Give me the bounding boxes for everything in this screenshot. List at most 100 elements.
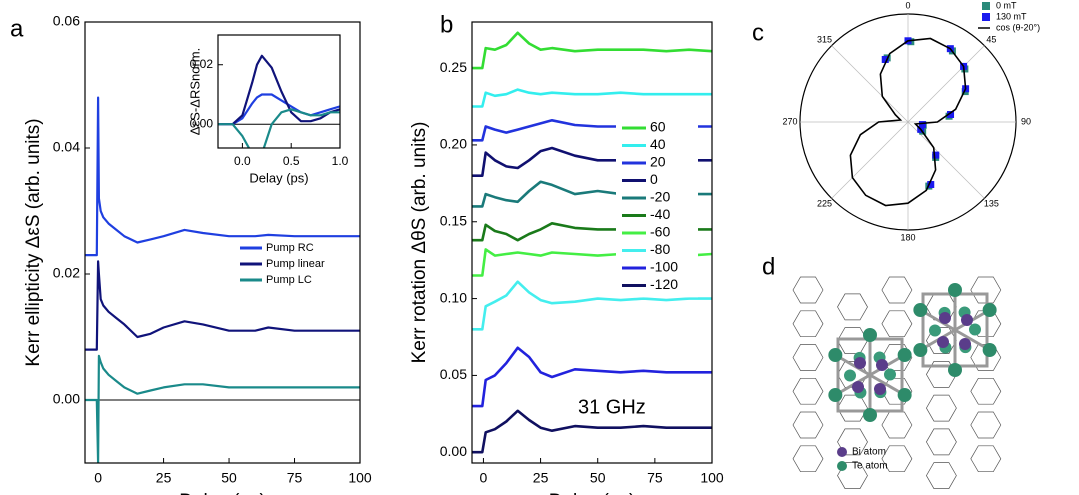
bi-atom [939, 312, 951, 324]
legend-label: Pump RC [266, 242, 314, 254]
te-atom [897, 388, 912, 402]
fit-curve [849, 37, 967, 207]
angle-label: 225 [817, 198, 832, 208]
hex-cell [970, 377, 1002, 405]
legend-label: 0 mT [996, 0, 1017, 10]
legend-label: -20 [650, 189, 670, 205]
x-axis-label: Delay (ps) [549, 491, 636, 495]
series-line [85, 96, 360, 257]
te-atom [982, 303, 997, 317]
x-tick-label: 0 [94, 470, 102, 486]
angle-label: 135 [984, 198, 999, 208]
hex-cell [792, 377, 824, 405]
te-atom [982, 343, 997, 357]
y-axis-label: ΔεS-ΔRSnorm. [187, 48, 202, 135]
y-tick-label: 0.25 [440, 59, 467, 75]
hex-cell [925, 361, 957, 388]
hex-cell [925, 428, 957, 456]
te-atom [968, 323, 981, 336]
y-tick-label: 0.06 [53, 13, 80, 29]
angle-grid-line [907, 121, 985, 199]
series-line [472, 409, 712, 454]
legend-label: Bi atom [852, 447, 886, 458]
series-line [472, 280, 712, 331]
annotation: 31 GHz [578, 396, 646, 418]
y-axis-label: Kerr rotation ΔθS (arb. units) [409, 122, 430, 364]
y-tick-label: 0.15 [440, 212, 467, 228]
x-tick-label: 100 [348, 470, 372, 486]
data-point [918, 121, 926, 129]
hex-cell [881, 276, 913, 304]
x-tick-label: 25 [533, 470, 549, 486]
legend-swatch [837, 461, 847, 471]
x-tick-label: 0 [480, 470, 488, 486]
legend-label: 60 [650, 119, 666, 135]
hex-cell [837, 428, 868, 456]
hex-cell [792, 445, 824, 473]
legend-label: -100 [650, 259, 678, 275]
hex-cell [792, 411, 824, 439]
angle-label: 45 [986, 34, 996, 44]
legend-label: 40 [650, 136, 666, 152]
data-point [881, 55, 889, 63]
te-atom [863, 328, 877, 342]
plot: 0 25 50 75 100 0.00 0.05 0.10 0.15 0.20 0.25 Delay … [409, 21, 724, 495]
te-atom [844, 369, 857, 382]
angle-label: 0 [905, 0, 910, 10]
te-atom [828, 388, 843, 402]
hex-cell [881, 411, 913, 439]
data-point [927, 181, 935, 189]
hex-cell [925, 462, 957, 489]
hex-cell [792, 310, 824, 338]
x-tick-label: 50 [590, 470, 606, 486]
panel-letter: c [752, 19, 764, 46]
x-tick-label: 100 [700, 470, 724, 486]
y-tick-label: 0.20 [440, 136, 467, 152]
angle-grid-line [831, 45, 909, 123]
bi-atom [959, 338, 971, 350]
legend-label: Pump LC [266, 274, 312, 286]
panel-letter: d [762, 253, 775, 280]
hex-cell [970, 445, 1002, 473]
data-point [947, 110, 955, 118]
hex-cell [837, 327, 868, 354]
bi-atom [961, 314, 973, 326]
plot: 0 25 50 75 100 0.00 0.02 0.04 0.06 Delay (ps) Kerr… [23, 13, 372, 495]
te-atom [913, 303, 928, 317]
hex-cell [925, 394, 957, 422]
series-line [472, 88, 712, 108]
te-atom [863, 408, 877, 422]
te-atom [948, 283, 962, 297]
lattice [792, 276, 1002, 489]
legend-swatch [982, 13, 990, 21]
legend-label: Pump linear [266, 258, 325, 270]
hex-cell [881, 445, 913, 473]
hex-cell [837, 462, 868, 489]
x-tick-label: 1.0 [332, 154, 349, 168]
series-line [218, 54, 340, 126]
y-tick-label: 0.00 [440, 443, 467, 459]
y-tick-label: 0.02 [190, 57, 214, 71]
legend-label: 20 [650, 154, 666, 170]
bi-atom [876, 359, 888, 371]
panel-letter: b [440, 11, 453, 38]
x-tick-label: 0.0 [234, 154, 251, 168]
hex-cell [837, 394, 868, 422]
te-atom [929, 324, 942, 337]
te-atom [883, 368, 896, 381]
y-tick-label: 0.00 [190, 116, 214, 130]
angle-label: 90 [1021, 116, 1031, 126]
hex-cell [837, 293, 868, 321]
hex-cell [881, 310, 913, 338]
hex-cell [792, 276, 824, 304]
x-tick-label: 75 [287, 470, 303, 486]
series-line [85, 260, 360, 351]
series-line [218, 93, 340, 126]
te-atom [897, 348, 912, 362]
legend-label: cos (θ-20°) [996, 22, 1040, 32]
legend-label: -40 [650, 206, 670, 222]
y-tick-label: 0.00 [53, 391, 80, 407]
y-tick-label: 0.10 [440, 289, 467, 305]
legend-label: 0 [650, 171, 658, 187]
